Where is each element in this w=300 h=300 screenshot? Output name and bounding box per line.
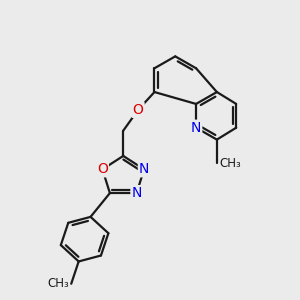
Text: CH₃: CH₃ — [219, 157, 241, 170]
Text: O: O — [133, 103, 143, 117]
Text: CH₃: CH₃ — [47, 277, 69, 290]
Text: O: O — [97, 162, 108, 176]
Text: N: N — [139, 162, 149, 176]
Text: N: N — [191, 121, 201, 135]
Text: N: N — [131, 186, 142, 200]
